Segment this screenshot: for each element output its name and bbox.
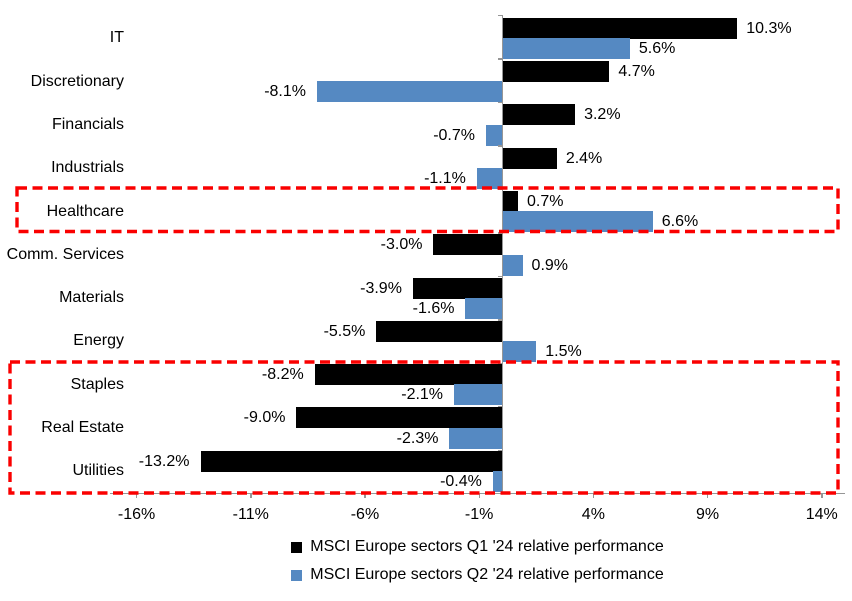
bar-q2-healthcare [502,211,653,233]
category-boundary-tick [498,449,503,451]
category-label-it: IT [109,29,124,47]
category-boundary-tick [498,406,503,408]
bar-q1-comm-services [433,234,502,256]
value-label-q2-energy: 1.5% [545,343,582,361]
bar-q1-industrials [502,147,557,169]
category-boundary-tick [498,101,503,104]
value-label-q2-comm-services: 0.9% [531,256,569,274]
category-label-healthcare: Healthcare [46,202,124,220]
x-axis-tick--16 [136,493,138,498]
value-label-q1-staples: -8.2% [261,366,304,384]
value-label-q1-utilities: -13.2% [138,452,190,470]
x-axis-tick-9 [707,493,709,498]
value-label-q2-discretionary: -8.1% [264,83,306,101]
category-boundary-tick [498,15,503,17]
bar-q2-discretionary [316,81,502,103]
value-label-q1-comm-services: -3.0% [380,236,423,254]
category-label-financials: Financials [51,115,124,133]
value-label-q1-discretionary: 4.7% [618,63,655,80]
bar-q1-real-estate [296,407,502,429]
x-axis-tick-14 [821,493,823,498]
category-boundary-tick [498,362,503,365]
value-label-q2-utilities: -0.4% [440,473,482,490]
x-axis-tick--11 [250,493,252,498]
bar-q2-real-estate [449,427,502,449]
value-label-q1-it: 10.3% [746,19,792,37]
bar-q1-energy [376,320,502,342]
category-label-staples: Staples [70,375,124,393]
value-label-q2-it: 5.6% [638,40,676,57]
x-axis-tick-label-4: 4% [581,506,605,523]
legend-item-q2: MSCI Europe sectors Q2 '24 relative perf… [291,564,664,586]
category-label-discretionary: Discretionary [30,72,124,90]
value-label-q1-financials: 3.2% [584,106,621,124]
bar-q2-industrials [476,167,502,189]
category-boundary-tick [498,275,503,278]
legend: MSCI Europe sectors Q1 '24 relative perf… [110,536,845,586]
category-boundary-tick [498,188,503,191]
category-label-utilities: Utilities [72,462,124,480]
bar-q2-materials [465,297,502,319]
bar-q2-energy [502,341,537,363]
bar-q1-staples [314,364,502,386]
q1-series-swatch-icon [291,541,303,553]
category-label-real-estate: Real Estate [41,419,124,437]
x-axis-tick-label-9: 9% [695,506,720,523]
highlight-rect-healthcare [15,186,840,234]
bar-q2-utilities [492,471,502,492]
x-axis-tick-label--1: -1% [464,506,494,523]
x-axis-tick-label-14: 14% [805,506,838,523]
category-boundary-tick [498,319,503,321]
category-axis-line [502,15,504,493]
bar-q1-it [502,17,738,39]
x-axis-tick-label--11: -11% [232,506,269,523]
value-label-q2-financials: -0.7% [433,126,475,144]
value-label-q2-industrials: -1.1% [424,169,466,187]
bar-q1-discretionary [502,61,610,82]
category-boundary-tick [498,145,503,147]
bar-q2-it [502,38,630,59]
value-axis-line [110,493,845,495]
x-axis-tick--1 [478,493,481,498]
category-label-energy: Energy [73,332,124,350]
category-label-comm-services: Comm. Services [6,245,124,263]
bar-q2-financials [486,124,502,146]
bar-q2-comm-services [502,254,523,276]
value-label-q2-healthcare: 6.6% [661,213,699,231]
x-axis-tick-label--16: -16% [117,506,156,523]
legend-item-q1: MSCI Europe sectors Q1 '24 relative perf… [291,536,664,558]
bar-q2-staples [454,384,502,406]
value-label-q1-materials: -3.9% [360,279,402,297]
value-label-q1-energy: -5.5% [323,322,366,340]
bar-q1-materials [412,277,502,299]
bar-q1-utilities [200,450,502,472]
category-label-industrials: Industrials [51,159,124,177]
value-label-q2-materials: -1.6% [412,299,455,317]
category-label-materials: Materials [59,289,124,307]
category-boundary-tick [498,232,503,234]
x-axis-tick-4 [592,493,595,498]
x-axis-tick--6 [364,493,366,498]
legend-item-q2-label: MSCI Europe sectors Q2 '24 relative perf… [310,566,664,583]
category-boundary-tick [498,493,503,495]
value-label-q1-real-estate: -9.0% [243,409,286,427]
category-boundary-tick [498,58,503,60]
legend-item-q1-label: MSCI Europe sectors Q1 '24 relative perf… [310,538,664,555]
value-label-q1-industrials: 2.4% [565,149,603,167]
value-label-q2-real-estate: -2.3% [396,429,439,447]
q2-series-swatch-icon [291,569,303,581]
value-label-q1-healthcare: 0.7% [526,192,564,210]
bar-q1-financials [502,104,576,126]
value-label-q2-staples: -2.1% [401,386,444,404]
x-axis-tick-label--6: -6% [350,506,380,523]
bar-q1-healthcare [502,190,518,212]
